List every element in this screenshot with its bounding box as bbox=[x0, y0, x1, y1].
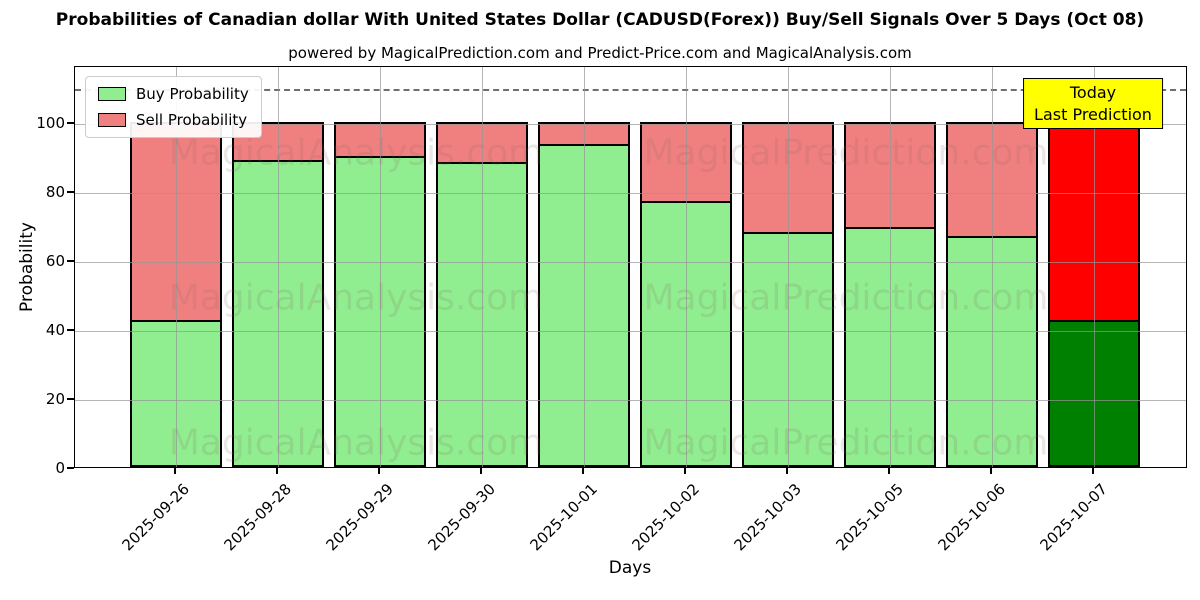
x-gridline bbox=[481, 67, 483, 467]
y-tick-mark bbox=[67, 191, 74, 193]
legend-buy-swatch-icon bbox=[98, 87, 126, 101]
x-gridline bbox=[1093, 67, 1095, 467]
x-tick-label: 2025-10-03 bbox=[730, 480, 805, 555]
x-axis-label: Days bbox=[608, 558, 652, 578]
y-tick-label: 40 bbox=[45, 321, 65, 340]
y-tick-label: 60 bbox=[45, 252, 65, 271]
x-tick-label: 2025-09-26 bbox=[118, 480, 193, 555]
x-tick-mark bbox=[888, 468, 890, 474]
watermark-magicalanalysis: MagicalAnalysis.com bbox=[168, 422, 544, 464]
x-gridline bbox=[685, 67, 687, 467]
x-gridline bbox=[379, 67, 381, 467]
x-tick-mark bbox=[684, 468, 686, 474]
legend-sell-swatch-icon bbox=[98, 113, 126, 127]
x-tick-mark bbox=[276, 468, 278, 474]
y-tick-label: 20 bbox=[45, 390, 65, 409]
y-tick-mark bbox=[67, 260, 74, 262]
y-tick-mark bbox=[67, 467, 74, 469]
x-tick-label: 2025-09-28 bbox=[220, 480, 295, 555]
x-tick-mark bbox=[990, 468, 992, 474]
x-gridline bbox=[787, 67, 789, 467]
x-tick-label: 2025-09-29 bbox=[322, 480, 397, 555]
x-gridline bbox=[991, 67, 993, 467]
x-tick-mark bbox=[786, 468, 788, 474]
x-tick-label: 2025-10-05 bbox=[832, 480, 907, 555]
watermark-magicalprediction: MagicalPrediction.com bbox=[643, 277, 1049, 319]
watermark-magicalanalysis: MagicalAnalysis.com bbox=[168, 277, 544, 319]
x-tick-label: 2025-09-30 bbox=[424, 480, 499, 555]
legend-item-sell: Sell Probability bbox=[98, 111, 249, 129]
chart-title: Probabilities of Canadian dollar With Un… bbox=[55, 10, 1145, 30]
y-tick-mark bbox=[67, 398, 74, 400]
x-tick-label: 2025-10-06 bbox=[934, 480, 1009, 555]
x-tick-mark bbox=[582, 468, 584, 474]
y-tick-mark bbox=[67, 122, 74, 124]
watermark-magicalprediction: MagicalPrediction.com bbox=[643, 132, 1049, 174]
watermark-magicalprediction: MagicalPrediction.com bbox=[643, 422, 1049, 464]
today-annotation-line1: Today bbox=[1069, 83, 1117, 102]
legend-item-buy: Buy Probability bbox=[98, 85, 249, 103]
x-gridline bbox=[175, 67, 177, 467]
x-tick-label: 2025-10-01 bbox=[526, 480, 601, 555]
chart-legend: Buy Probability Sell Probability bbox=[85, 76, 262, 138]
x-tick-label: 2025-10-02 bbox=[628, 480, 703, 555]
x-gridline bbox=[583, 67, 585, 467]
y-gridline bbox=[75, 123, 1186, 125]
x-gridline bbox=[277, 67, 279, 467]
x-tick-label: 2025-10-07 bbox=[1036, 480, 1111, 555]
y-tick-label: 0 bbox=[55, 459, 65, 477]
y-tick-mark bbox=[67, 329, 74, 331]
x-tick-mark bbox=[174, 468, 176, 474]
y-gridline bbox=[75, 399, 1186, 401]
y-gridline bbox=[75, 330, 1186, 332]
y-tick-label: 100 bbox=[36, 114, 65, 133]
y-tick-label: 80 bbox=[45, 183, 65, 202]
plot-area: MagicalAnalysis.com MagicalPrediction.co… bbox=[74, 66, 1187, 468]
today-annotation-line2: Last Prediction bbox=[1034, 104, 1152, 124]
x-gridline bbox=[889, 67, 891, 467]
legend-sell-label: Sell Probability bbox=[136, 111, 248, 129]
y-gridline bbox=[75, 261, 1186, 263]
today-annotation: Today Last Prediction bbox=[1023, 78, 1163, 130]
chart-subtitle: powered by MagicalPrediction.com and Pre… bbox=[288, 44, 912, 62]
x-tick-mark bbox=[480, 468, 482, 474]
x-tick-mark bbox=[1092, 468, 1094, 474]
legend-buy-label: Buy Probability bbox=[136, 85, 249, 103]
y-gridline bbox=[75, 192, 1186, 194]
x-tick-mark bbox=[378, 468, 380, 474]
dashed-threshold-line bbox=[75, 88, 1186, 91]
watermark-magicalanalysis: MagicalAnalysis.com bbox=[168, 132, 544, 174]
